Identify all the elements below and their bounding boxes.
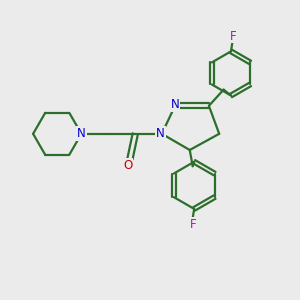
- Text: N: N: [156, 127, 165, 140]
- Text: F: F: [189, 218, 196, 231]
- Text: O: O: [123, 159, 132, 172]
- Text: N: N: [77, 127, 86, 140]
- Text: F: F: [230, 30, 237, 43]
- Text: N: N: [171, 98, 179, 111]
